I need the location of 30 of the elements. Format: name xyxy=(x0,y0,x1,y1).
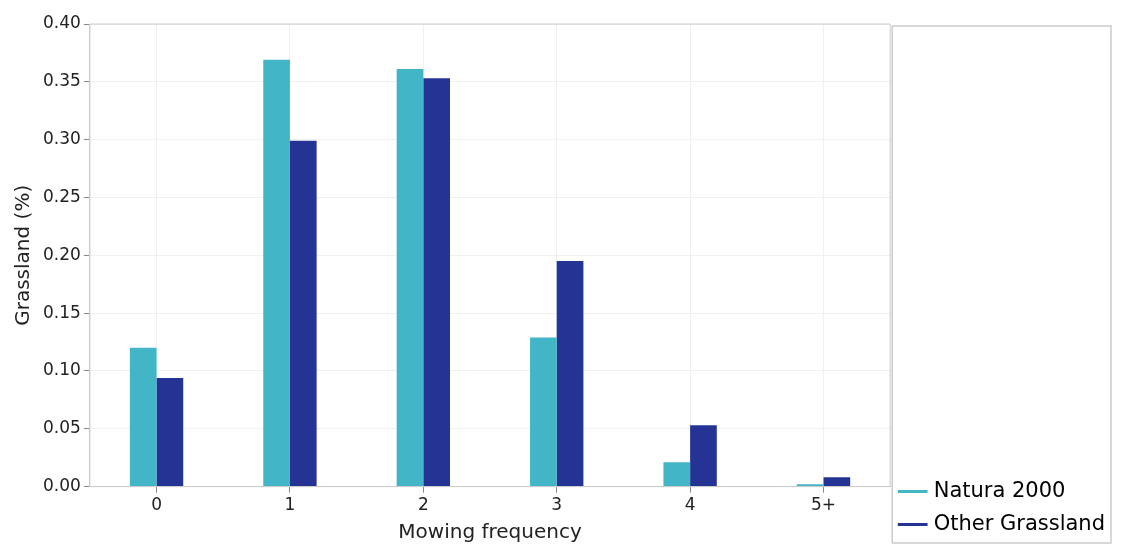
y-tick-label: 0.15 xyxy=(42,301,81,322)
y-axis-title: Grassland (%) xyxy=(10,184,35,326)
y-tick-label: 0.00 xyxy=(42,475,81,496)
y-tick-label: 0.40 xyxy=(42,12,81,33)
bar xyxy=(263,59,290,487)
x-tick-label: 3 xyxy=(551,494,563,515)
x-tick-label: 1 xyxy=(284,494,296,515)
x-tick-label: 0 xyxy=(151,494,162,515)
x-tick-label: 2 xyxy=(417,494,429,515)
y-tick-label: 0.20 xyxy=(42,243,81,264)
bar xyxy=(289,140,317,487)
y-tick-label: 0.10 xyxy=(42,359,81,380)
bar xyxy=(823,477,851,487)
bar xyxy=(423,78,451,487)
x-axis-title: Mowing frequency xyxy=(398,519,582,544)
bar xyxy=(156,377,184,487)
bar xyxy=(556,261,584,487)
x-tick-label: 4 xyxy=(684,494,696,515)
y-tick-label: 0.25 xyxy=(42,185,81,206)
bar xyxy=(530,337,557,487)
bar xyxy=(129,347,157,487)
bar xyxy=(663,462,691,487)
y-tick-label: 0.05 xyxy=(42,417,81,438)
y-tick-label: 0.35 xyxy=(42,70,81,91)
legend-label: Natura 2000 xyxy=(933,477,1066,502)
y-tick-label: 0.30 xyxy=(42,128,81,149)
bar xyxy=(690,425,717,487)
legend-label: Other Grassland xyxy=(933,510,1106,535)
bar xyxy=(396,69,424,487)
x-tick-label: 5+ xyxy=(810,494,837,515)
